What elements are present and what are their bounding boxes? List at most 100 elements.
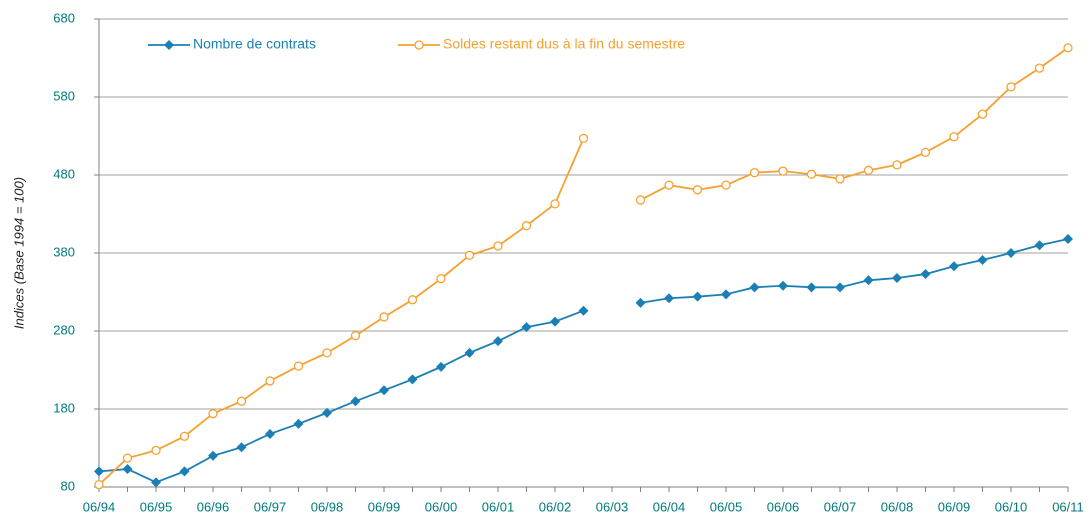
point (436, 274, 446, 284)
x-tick-label: 06/03 (596, 499, 629, 514)
point (151, 445, 161, 455)
point (863, 165, 874, 175)
point (407, 295, 418, 305)
point (521, 221, 532, 231)
y-tick-label: 680 (53, 10, 75, 25)
point (721, 180, 731, 190)
point (1034, 63, 1045, 73)
point (1063, 233, 1073, 244)
x-tick-label: 06/96 (197, 499, 230, 514)
point (778, 166, 788, 176)
point (550, 316, 560, 327)
point (892, 272, 902, 283)
point (464, 347, 475, 358)
x-tick-label: 06/09 (938, 499, 971, 514)
point (179, 466, 190, 477)
point (293, 418, 304, 429)
point (863, 275, 874, 286)
point (493, 241, 503, 251)
y-axis-label: Indices (Base 1994 = 100) (11, 177, 26, 329)
point (322, 348, 332, 358)
point (464, 250, 475, 260)
point (835, 282, 845, 293)
point (379, 312, 389, 322)
point (778, 280, 788, 291)
point (94, 466, 104, 477)
x-tick-label: 06/06 (767, 499, 800, 514)
y-tick-label: 280 (53, 322, 75, 337)
point (692, 291, 703, 302)
point (664, 180, 674, 190)
point (835, 174, 845, 184)
point (208, 409, 218, 419)
y-tick-label: 380 (53, 244, 75, 259)
point (236, 442, 247, 453)
x-tick-label: 06/11 (1052, 499, 1084, 514)
point (749, 168, 760, 178)
point (179, 431, 190, 441)
point (721, 289, 731, 300)
point (122, 453, 133, 463)
point (664, 293, 674, 304)
x-tick-label: 06/97 (254, 499, 287, 514)
point (407, 374, 418, 385)
point (521, 322, 532, 333)
point (635, 297, 646, 308)
legend-marker (164, 40, 174, 50)
point (977, 255, 988, 266)
point (550, 199, 560, 209)
point (806, 169, 817, 179)
x-tick-label: 06/02 (539, 499, 572, 514)
x-tick-label: 06/95 (140, 499, 173, 514)
point (806, 282, 817, 293)
point (493, 336, 503, 347)
point (122, 464, 133, 475)
point (892, 160, 902, 170)
legend-text: Nombre de contrats (193, 36, 316, 52)
point (920, 269, 931, 280)
point (1034, 240, 1045, 251)
point (1006, 82, 1016, 92)
x-tick-label: 06/94 (83, 499, 116, 514)
legend-text: Soldes restant dus à la fin du semestre (443, 36, 685, 52)
x-tick-label: 06/99 (368, 499, 401, 514)
point (1006, 248, 1016, 258)
point (322, 407, 332, 418)
point (578, 133, 589, 143)
legend-marker (414, 40, 424, 50)
x-tick-label: 06/08 (881, 499, 914, 514)
series-line (98, 47, 1069, 486)
point (350, 331, 361, 341)
point (1063, 43, 1073, 53)
point (293, 361, 304, 371)
x-tick-label: 06/04 (653, 499, 686, 514)
point (949, 132, 959, 142)
x-tick-label: 06/07 (824, 499, 857, 514)
point (692, 185, 703, 195)
x-tick-label: 06/98 (311, 499, 344, 514)
point (379, 385, 389, 396)
y-tick-label: 580 (53, 88, 75, 103)
point (350, 396, 361, 407)
point (749, 282, 760, 293)
point (436, 361, 446, 372)
point (151, 477, 161, 488)
point (236, 396, 247, 406)
point (977, 109, 988, 119)
x-tick-label: 06/00 (425, 499, 458, 514)
point (265, 376, 275, 386)
y-tick-label: 480 (53, 166, 75, 181)
point (949, 261, 959, 272)
point (208, 450, 218, 461)
point (265, 428, 275, 439)
series-line (98, 238, 1069, 484)
x-tick-label: 06/05 (710, 499, 743, 514)
point (578, 305, 589, 316)
y-tick-label: 80 (61, 478, 75, 493)
x-tick-label: 06/01 (482, 499, 515, 514)
x-tick-label: 06/10 (995, 499, 1028, 514)
point (920, 147, 931, 158)
y-tick-label: 180 (53, 400, 75, 415)
point (94, 480, 104, 490)
